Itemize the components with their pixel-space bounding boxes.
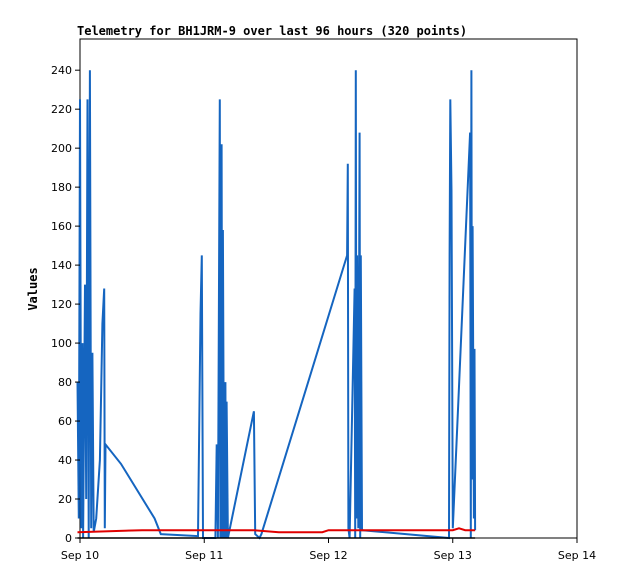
x-axis: Sep 10 Sep 11 Sep 12 Sep 13 Sep 14 bbox=[61, 538, 596, 562]
y-tick-label: 240 bbox=[51, 64, 72, 77]
x-tick-label: Sep 10 bbox=[61, 549, 99, 562]
series-layer bbox=[76, 70, 477, 540]
y-tick-label: 60 bbox=[58, 415, 72, 428]
y-tick-label: 220 bbox=[51, 103, 72, 116]
y-tick-label: 40 bbox=[58, 454, 72, 467]
y-axis-label: Values bbox=[26, 267, 40, 310]
chart-title: Telemetry for BH1JRM-9 over last 96 hour… bbox=[77, 24, 467, 38]
x-tick-label: Sep 13 bbox=[434, 549, 472, 562]
x-tick-label: Sep 14 bbox=[558, 549, 596, 562]
y-tick-label: 80 bbox=[58, 376, 72, 389]
y-tick-label: 180 bbox=[51, 181, 72, 194]
series-line-2 bbox=[77, 527, 476, 534]
plot-area bbox=[79, 38, 578, 539]
y-tick-label: 20 bbox=[58, 493, 72, 506]
y-axis: 0 20 40 60 80 100 120 140 160 180 200 220 240 bbox=[51, 64, 80, 545]
y-tick-label: 120 bbox=[51, 298, 72, 311]
x-tick-label: Sep 11 bbox=[185, 549, 223, 562]
y-tick-label: 140 bbox=[51, 259, 72, 272]
x-tick-label: Sep 12 bbox=[309, 549, 347, 562]
y-tick-label: 100 bbox=[51, 337, 72, 350]
y-tick-label: 200 bbox=[51, 142, 72, 155]
y-tick-label: 0 bbox=[65, 532, 72, 545]
y-tick-label: 160 bbox=[51, 220, 72, 233]
